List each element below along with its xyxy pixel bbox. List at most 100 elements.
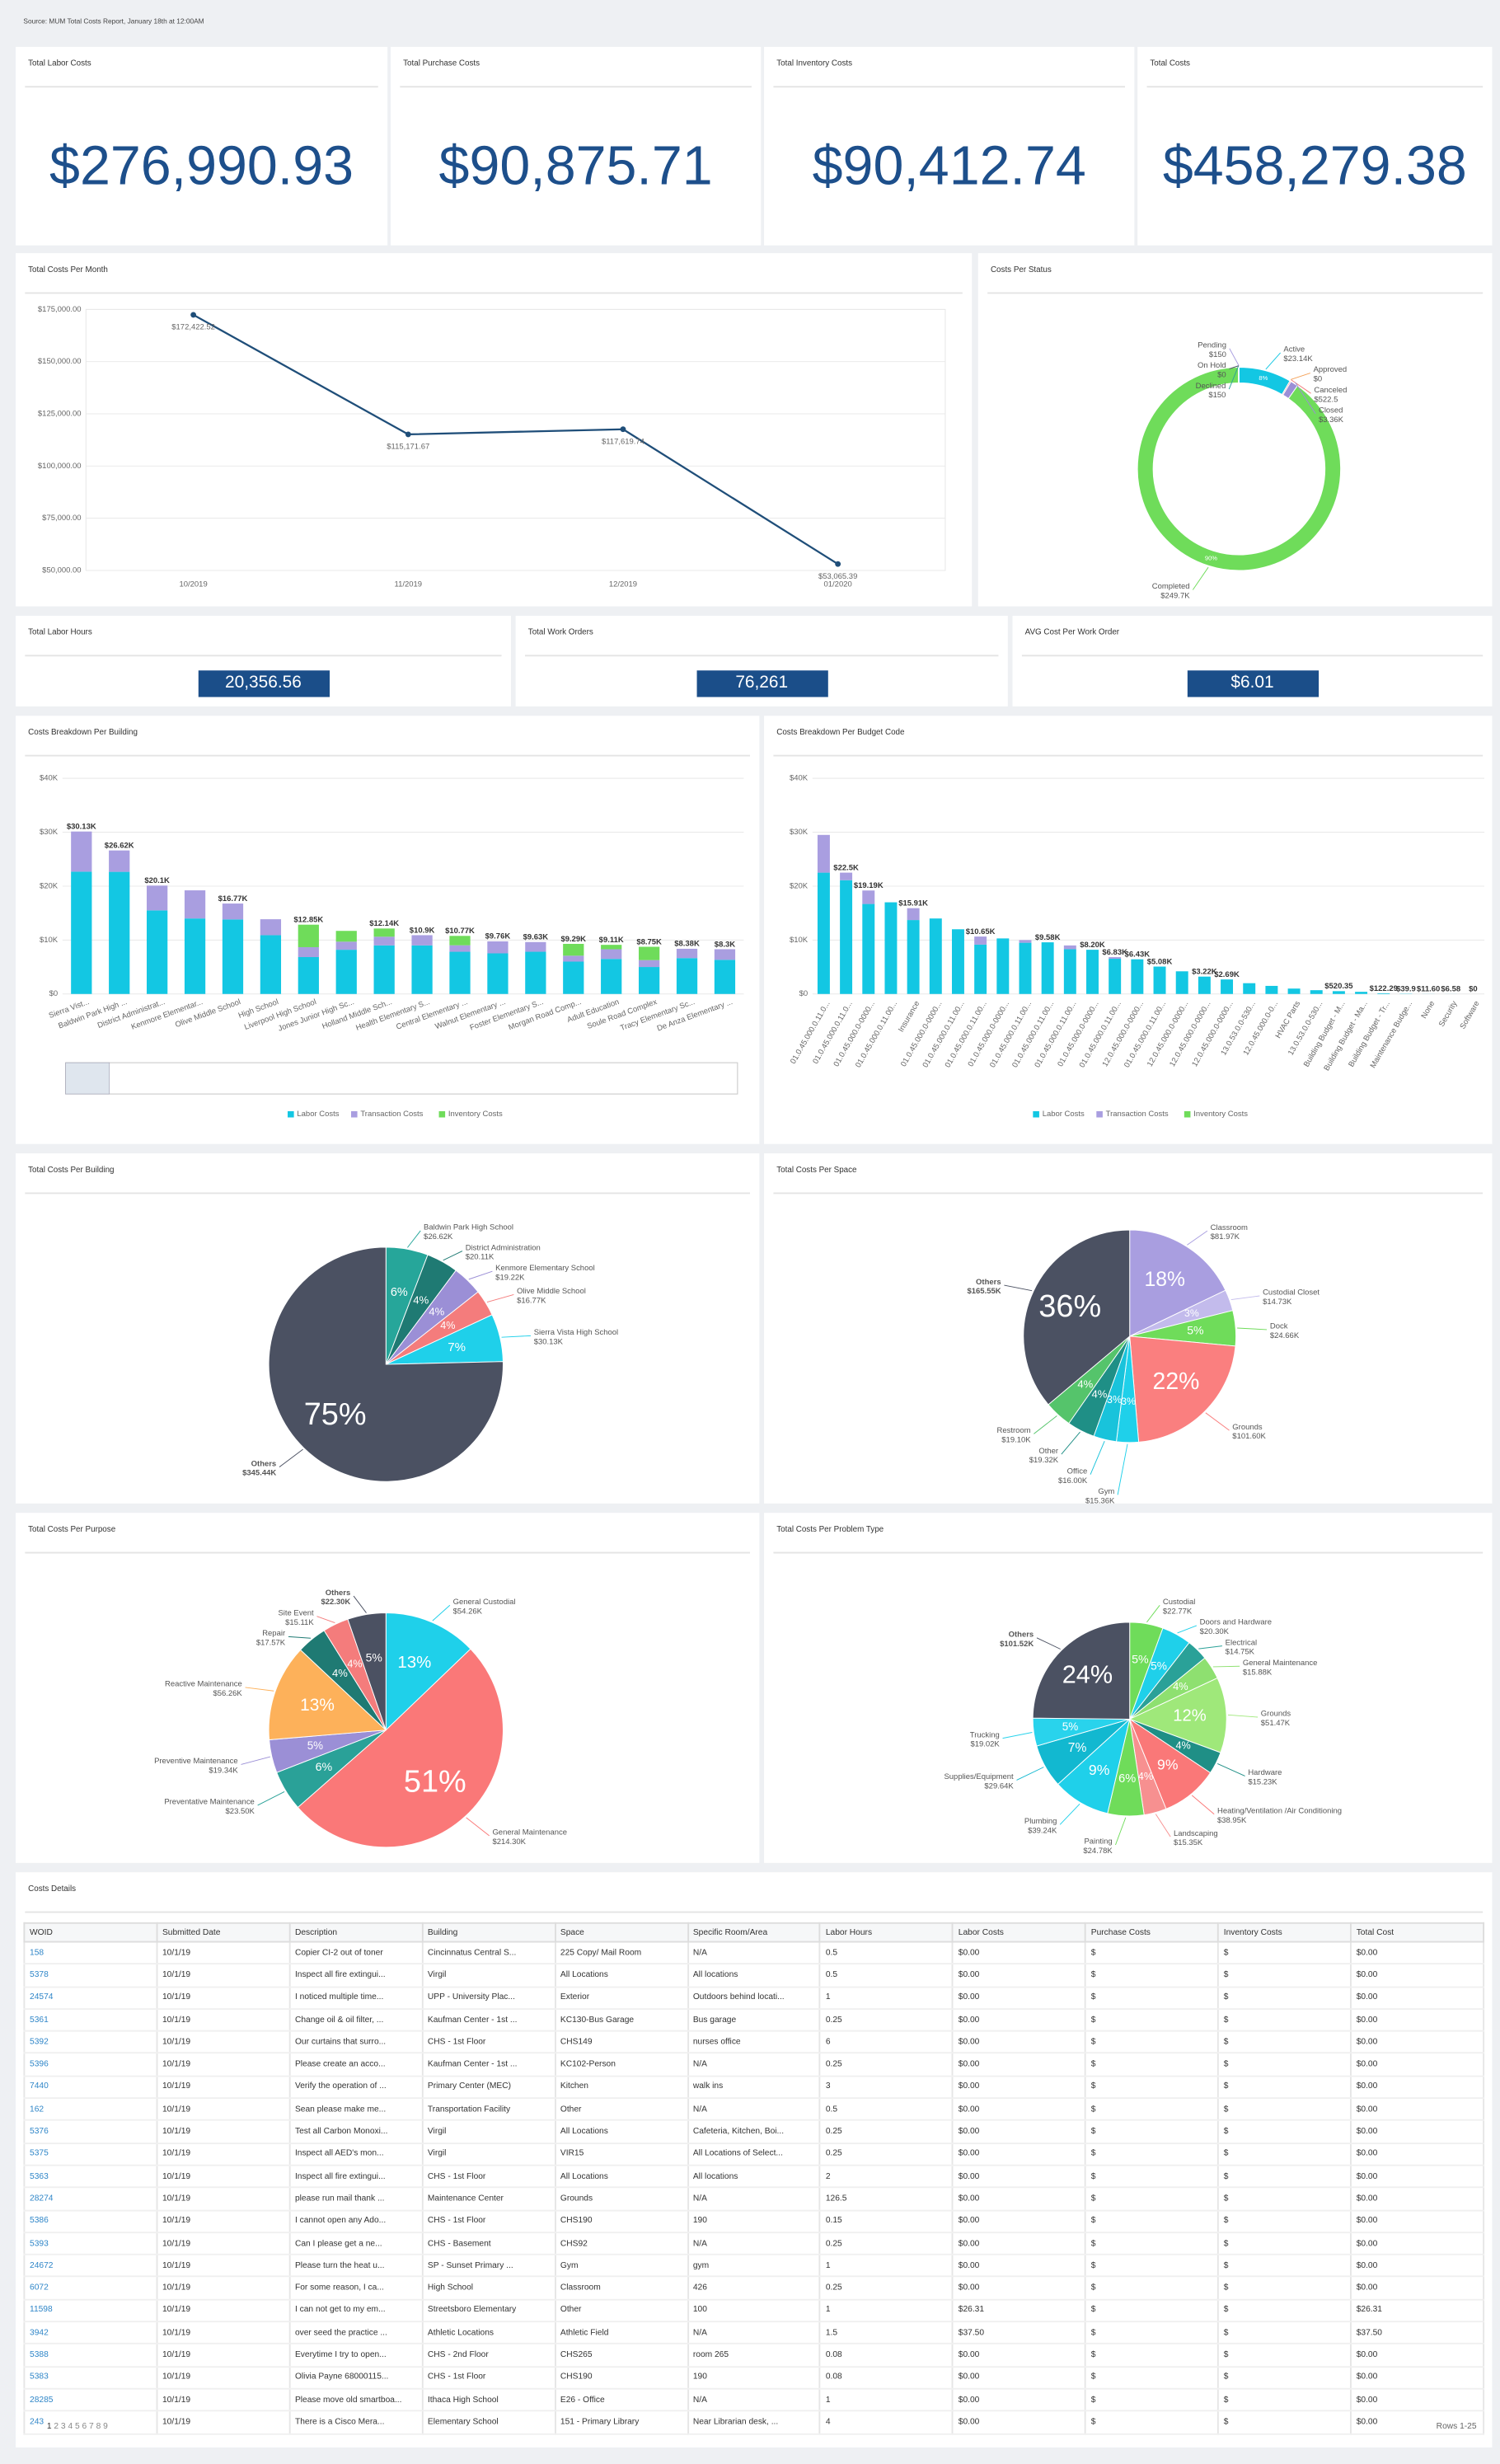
total-label: $9.29K: [560, 935, 586, 944]
page-link[interactable]: 5: [74, 2422, 80, 2432]
table-cell: 10/1/19: [156, 2053, 291, 2077]
page-link[interactable]: 7: [89, 2422, 94, 2432]
table-cell: Can I please get a ne...: [288, 2232, 424, 2255]
table-row: 5378 10/1/19 Inspect all fire extingui... V…: [23, 1964, 1485, 1988]
woid-link[interactable]: 6072: [23, 2277, 158, 2301]
table-cell: $0.00: [1350, 2366, 1485, 2390]
bar-segment: [601, 945, 622, 950]
table-cell: I cannot open any Ado...: [288, 2209, 424, 2233]
woid-link[interactable]: 243: [23, 2410, 158, 2434]
panel: Total Labor Hours 20,356.56: [15, 615, 511, 706]
panel-title: Total Costs Per Building: [28, 1166, 115, 1176]
table-cell: 426: [687, 2277, 822, 2301]
woid-link[interactable]: 5393: [23, 2232, 158, 2255]
table-cell: Please turn the heat u...: [288, 2255, 424, 2279]
woid-link[interactable]: 24574: [23, 1986, 158, 2010]
table-cell: 0.25: [819, 2053, 954, 2077]
woid-link[interactable]: 5361: [23, 2008, 158, 2032]
woid-link[interactable]: 5396: [23, 2053, 158, 2077]
table-cell: $0.00: [1350, 2388, 1485, 2412]
slice-label: 4%: [413, 1293, 429, 1306]
slice: [1128, 1677, 1227, 1753]
table-cell: CHS - 1st Floor: [421, 2366, 556, 2390]
table-cell: $: [1085, 2008, 1220, 2032]
woid-link[interactable]: 24672: [23, 2255, 158, 2279]
page-link[interactable]: 4: [68, 2422, 73, 2432]
bar-segment: [884, 902, 898, 994]
table-row: 6072 10/1/19 For some reason, I ca... High …: [23, 2277, 1485, 2301]
table-cell: $0.00: [952, 2344, 1087, 2368]
woid-link[interactable]: 5392: [23, 2030, 158, 2055]
value-label: $24.66K: [1270, 1331, 1300, 1340]
table-cell: Virgil: [421, 2120, 556, 2144]
leader-line: [1217, 1763, 1245, 1776]
table-cell: Cincinnatus Central S...: [421, 1941, 556, 1965]
legend-swatch: [438, 1110, 446, 1118]
table-cell: Ithaca High School: [421, 2388, 556, 2412]
woid-link[interactable]: 7440: [23, 2076, 158, 2100]
woid-link[interactable]: 5383: [23, 2366, 158, 2390]
table-cell: $: [1217, 2344, 1352, 2368]
total-label: $20.1K: [144, 876, 170, 885]
table-cell: $0.00: [1350, 2187, 1485, 2211]
leader-line: [1295, 382, 1316, 415]
bar-segment: [638, 967, 660, 994]
woid-link[interactable]: 28285: [23, 2388, 158, 2412]
table-cell: $0.00: [952, 2098, 1087, 2122]
total-label: $26.62K: [105, 841, 134, 850]
table-cell: 10/1/19: [156, 2076, 291, 2100]
panel: Costs Details WOID Submitted Date Descripti…: [15, 1872, 1493, 2448]
woid-link[interactable]: 162: [23, 2098, 158, 2122]
page-link[interactable]: 2: [54, 2422, 59, 2432]
table-cell: Inspect all fire extingui...: [288, 2165, 424, 2189]
page-link[interactable]: 1: [46, 2422, 52, 2432]
woid-link[interactable]: 5386: [23, 2209, 158, 2233]
table-cell: $: [1085, 2209, 1220, 2233]
page-link[interactable]: 9: [103, 2422, 108, 2432]
category-label: Dock: [1270, 1322, 1288, 1331]
woid-link[interactable]: 3942: [23, 2321, 158, 2345]
woid-link[interactable]: 5388: [23, 2344, 158, 2368]
value-label: $150: [1208, 391, 1226, 400]
x-tick-label: 01.0.45.000.0-0000...: [966, 999, 1011, 1068]
bar-segment: [817, 834, 830, 873]
table-cell: $0.00: [952, 2255, 1087, 2279]
table-cell: $: [1217, 2030, 1352, 2055]
table-cell: $37.50: [1350, 2321, 1485, 2345]
table-cell: $: [1085, 1964, 1220, 1988]
chart: 5% 5%4%12%4%9%4%6%9%7%5%24%Custodial$22.7…: [944, 1598, 1342, 1856]
leader-line: [1004, 1284, 1033, 1292]
table-cell: $0.00: [1350, 2410, 1485, 2434]
leader-line: [1061, 1431, 1080, 1455]
page-link[interactable]: 8: [96, 2422, 101, 2432]
table-cell: $0.00: [952, 2120, 1087, 2144]
woid-link[interactable]: 5378: [23, 1964, 158, 1988]
woid-link[interactable]: 11598: [23, 2299, 158, 2323]
table-cell: 10/1/19: [156, 1941, 291, 1965]
woid-link[interactable]: 5376: [23, 2120, 158, 2144]
bar-segment: [1109, 957, 1122, 960]
bar-segment: [563, 943, 584, 956]
woid-link[interactable]: 5363: [23, 2165, 158, 2189]
table-cell: $: [1217, 2120, 1352, 2144]
table-cell: N/A: [687, 2187, 822, 2211]
woid-link[interactable]: 28274: [23, 2187, 158, 2211]
slice-label: 5%: [1187, 1324, 1203, 1337]
page-link[interactable]: 3: [60, 2422, 66, 2432]
table-cell: 10/1/19: [156, 2120, 291, 2144]
x-tick-label: 01.0.45.000.0-0000...: [832, 999, 877, 1068]
legend-swatch: [288, 1110, 294, 1118]
table-row: 24672 10/1/19 Please turn the heat u... SP …: [23, 2255, 1485, 2279]
woid-link[interactable]: 5375: [23, 2143, 158, 2166]
table-cell: $: [1217, 1964, 1352, 1988]
woid-link[interactable]: 158: [23, 1941, 158, 1965]
bar-segment: [1086, 950, 1099, 994]
category-label: Office: [1067, 1467, 1088, 1476]
category-label: Others: [251, 1459, 277, 1468]
category-label: Supplies/Equipment: [944, 1772, 1014, 1781]
page-link[interactable]: 6: [82, 2422, 87, 2432]
panel-title: Costs Breakdown Per Budget Code: [776, 728, 905, 738]
category-label: Declined: [1196, 382, 1226, 391]
value-label: $26.62K: [424, 1232, 453, 1241]
table-cell: $0.00: [1350, 2277, 1485, 2301]
